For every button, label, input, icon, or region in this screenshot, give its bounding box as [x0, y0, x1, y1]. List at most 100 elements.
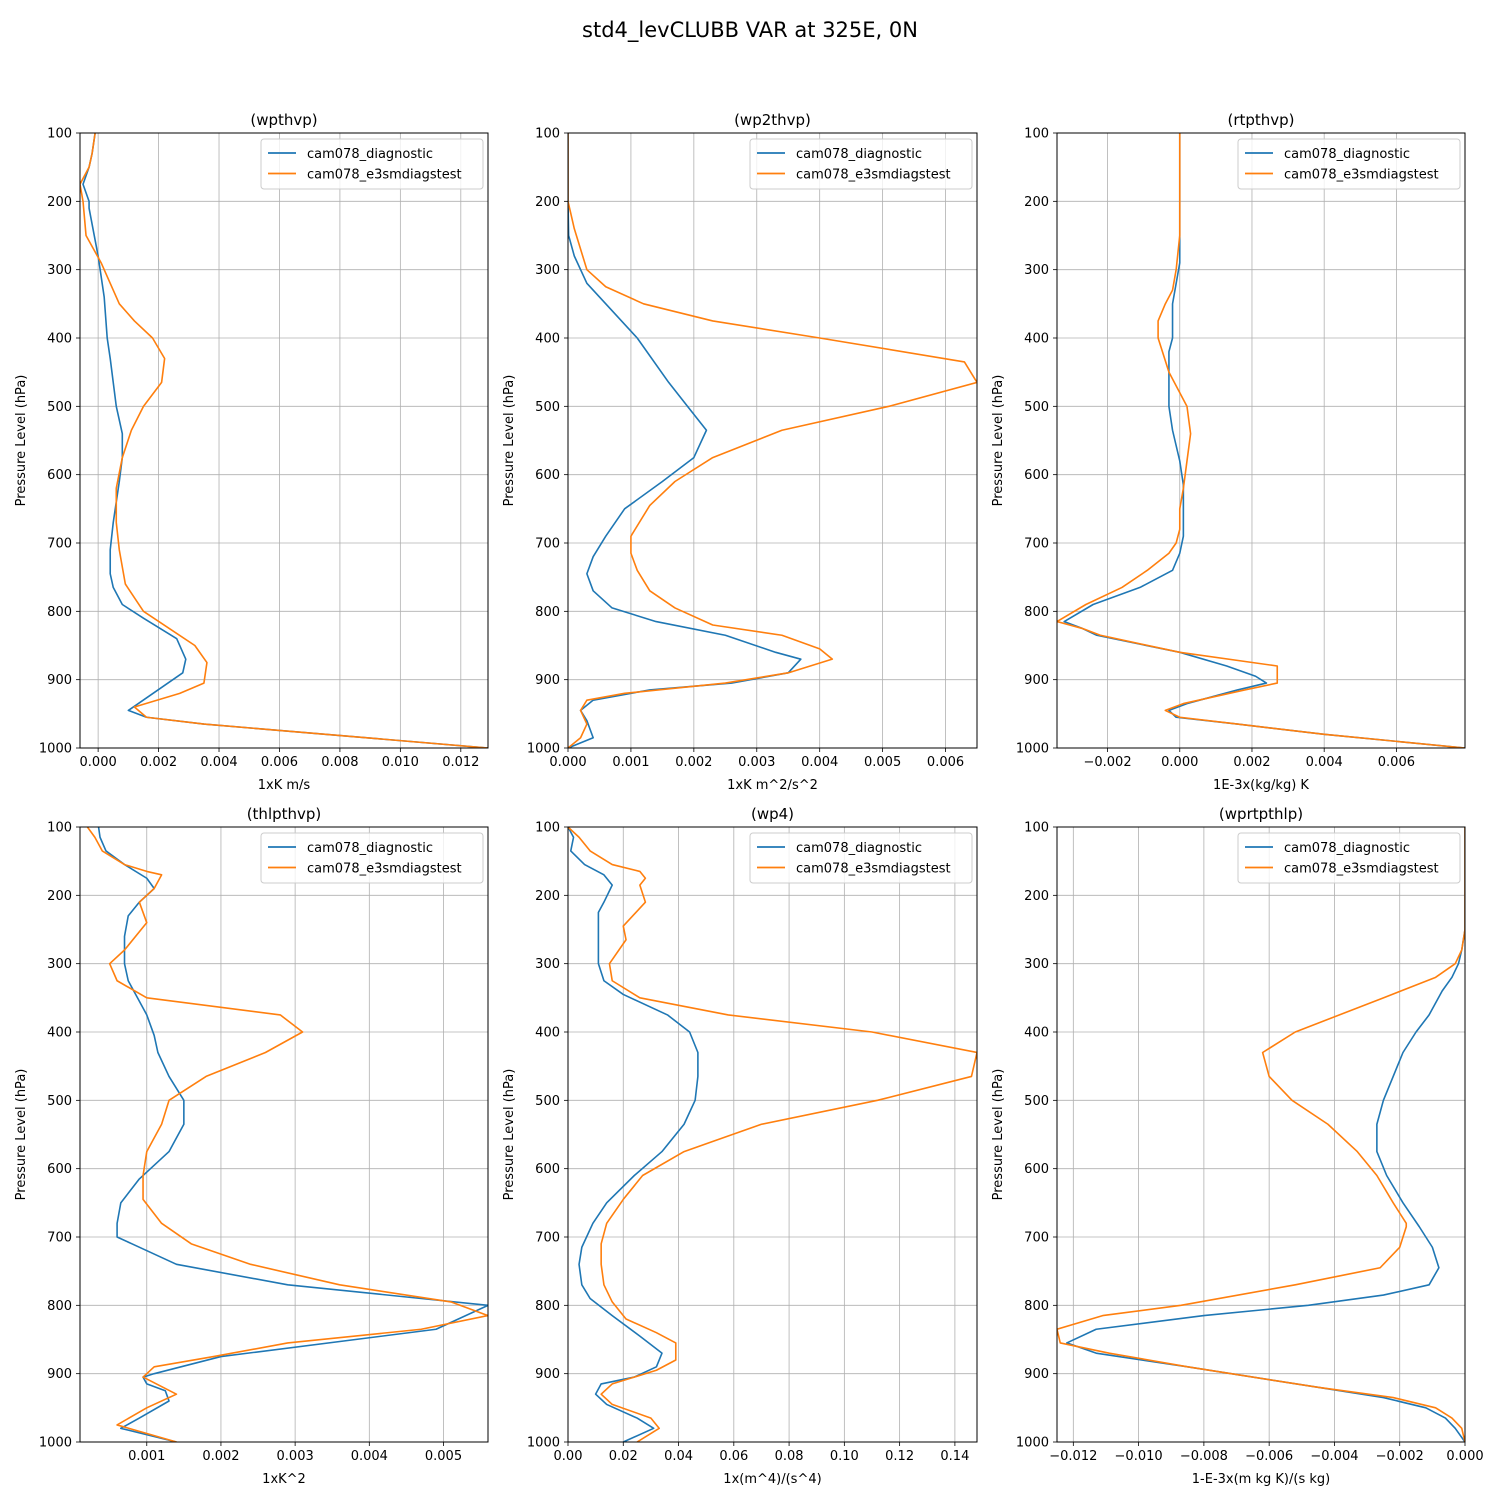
y-tick-label: 200	[1024, 889, 1049, 904]
legend-box	[260, 832, 484, 884]
x-tick-label: 0.000	[549, 755, 586, 770]
x-tick-label: 0.012	[442, 755, 479, 770]
y-tick-label: 1000	[527, 1436, 560, 1451]
x-tick-label: 0.10	[830, 1449, 859, 1464]
y-tick-label: 700	[535, 537, 560, 552]
x-tick-label: 0.12	[885, 1449, 914, 1464]
y-tick-label: 100	[535, 127, 560, 142]
y-tick-label: 800	[1024, 605, 1049, 620]
y-tick-label: 1000	[39, 1436, 72, 1451]
y-axis-label: Pressure Level (hPa)	[502, 375, 517, 507]
series-line-cam078-e3smdiagstest	[568, 827, 977, 1442]
legend: cam078_diagnostic cam078_e3smdiagstest	[749, 138, 973, 190]
x-tick-label: −0.004	[1310, 1449, 1358, 1464]
x-tick-label: 0.000	[80, 755, 117, 770]
legend-box	[1237, 138, 1461, 190]
y-tick-label: 900	[47, 1367, 72, 1382]
x-tick-label: 0.004	[351, 1449, 388, 1464]
series-line-cam078-diagnostic	[97, 827, 488, 1442]
x-axis-label: 1xK m^2/s^2	[727, 778, 818, 793]
x-tick-label: 0.004	[1306, 755, 1343, 770]
legend: cam078_diagnostic cam078_e3smdiagstest	[1237, 832, 1461, 884]
y-tick-label: 300	[1024, 957, 1049, 972]
legend-box	[749, 832, 973, 884]
y-tick-label: 400	[47, 1026, 72, 1041]
legend: cam078_diagnostic cam078_e3smdiagstest	[260, 832, 484, 884]
y-tick-label: 700	[47, 1231, 72, 1246]
y-tick-label: 900	[1024, 673, 1049, 688]
y-tick-label: 1000	[1016, 742, 1049, 757]
y-tick-label: 700	[47, 537, 72, 552]
y-tick-label: 500	[1024, 1094, 1049, 1109]
y-tick-label: 100	[47, 821, 72, 836]
legend-label: cam078_diagnostic	[307, 147, 433, 162]
y-tick-label: 1000	[527, 742, 560, 757]
x-tick-label: 0.04	[664, 1449, 693, 1464]
legend-box	[260, 138, 484, 190]
y-tick-label: 300	[535, 957, 560, 972]
y-tick-label: 400	[535, 1026, 560, 1041]
x-tick-label: −0.012	[1049, 1449, 1097, 1464]
y-tick-label: 800	[535, 605, 560, 620]
y-tick-label: 600	[47, 1162, 72, 1177]
y-tick-label: 600	[47, 468, 72, 483]
legend-box	[1237, 832, 1461, 884]
y-tick-label: 600	[535, 1162, 560, 1177]
series-line-cam078-e3smdiagstest	[86, 827, 488, 1442]
x-tick-label: 0.002	[1233, 755, 1270, 770]
x-tick-label: 0.00	[554, 1449, 583, 1464]
x-tick-label: 0.02	[609, 1449, 638, 1464]
legend-label: cam078_diagnostic	[1284, 147, 1410, 162]
axes-frame	[567, 132, 978, 749]
x-tick-label: −0.008	[1180, 1449, 1228, 1464]
y-tick-label: 500	[535, 1094, 560, 1109]
x-axis-label: 1xK m/s	[258, 778, 311, 793]
x-tick-label: 0.006	[927, 755, 964, 770]
y-tick-label: 700	[1024, 537, 1049, 552]
legend-label: cam078_diagnostic	[307, 841, 433, 856]
series-line-cam078-e3smdiagstest	[1057, 827, 1465, 1442]
axes-frame	[1056, 826, 1466, 1443]
y-tick-label: 700	[535, 1231, 560, 1246]
subplot-title: (thlpthvp)	[247, 805, 322, 823]
subplot-rtpthvp: −0.002 0.000 0.002 0.004 0.006 100 200 300 400 50…	[991, 111, 1466, 793]
y-tick-label: 500	[1024, 400, 1049, 415]
x-tick-label: −0.002	[1083, 755, 1131, 770]
series-line-cam078-e3smdiagstest	[80, 133, 488, 748]
x-tick-label: 0.08	[775, 1449, 804, 1464]
y-tick-label: 600	[1024, 468, 1049, 483]
axes-frame	[567, 826, 978, 1443]
y-axis-label: Pressure Level (hPa)	[991, 375, 1006, 507]
x-tick-label: −0.002	[1376, 1449, 1424, 1464]
y-tick-label: 300	[1024, 263, 1049, 278]
y-tick-label: 300	[47, 263, 72, 278]
series-line-cam078-e3smdiagstest	[568, 133, 977, 748]
subplot-wpthvp: 0.000 0.002 0.004 0.006 0.008 0.010 0.012 100 20…	[14, 111, 489, 793]
y-tick-label: 900	[47, 673, 72, 688]
x-tick-label: 0.000	[1446, 1449, 1483, 1464]
y-tick-label: 600	[535, 468, 560, 483]
series-line-cam078-diagnostic	[82, 133, 488, 748]
x-tick-label: 0.003	[277, 1449, 314, 1464]
x-tick-label: 0.002	[202, 1449, 239, 1464]
figure-title: std4_levCLUBB VAR at 325E, 0N	[582, 18, 918, 43]
x-axis-label: 1x(m^4)/(s^4)	[723, 1472, 821, 1487]
subplot-wp2thvp: 0.000 0.001 0.002 0.003 0.004 0.005 0.006 100 20…	[502, 111, 978, 793]
x-tick-label: 0.001	[128, 1449, 165, 1464]
y-axis-label: Pressure Level (hPa)	[502, 1069, 517, 1201]
y-tick-label: 1000	[1016, 1436, 1049, 1451]
series-line-cam078-e3smdiagstest	[1057, 133, 1465, 748]
legend-label: cam078_e3smdiagstest	[307, 862, 462, 877]
y-tick-label: 800	[47, 605, 72, 620]
legend-label: cam078_e3smdiagstest	[796, 862, 951, 877]
x-axis-label: 1E-3x(kg/kg) K	[1213, 778, 1309, 793]
subplot-thlpthvp: 0.001 0.002 0.003 0.004 0.005 100 200 300 400 500…	[14, 805, 489, 1487]
x-tick-label: 0.06	[719, 1449, 748, 1464]
legend: cam078_diagnostic cam078_e3smdiagstest	[260, 138, 484, 190]
x-tick-label: 0.001	[612, 755, 649, 770]
subplot-title: (wp4)	[751, 805, 794, 823]
subplot-title: (wprtpthlp)	[1219, 805, 1303, 823]
legend-label: cam078_e3smdiagstest	[796, 168, 951, 183]
legend-label: cam078_e3smdiagstest	[1284, 168, 1439, 183]
y-axis-label: Pressure Level (hPa)	[991, 1069, 1006, 1201]
